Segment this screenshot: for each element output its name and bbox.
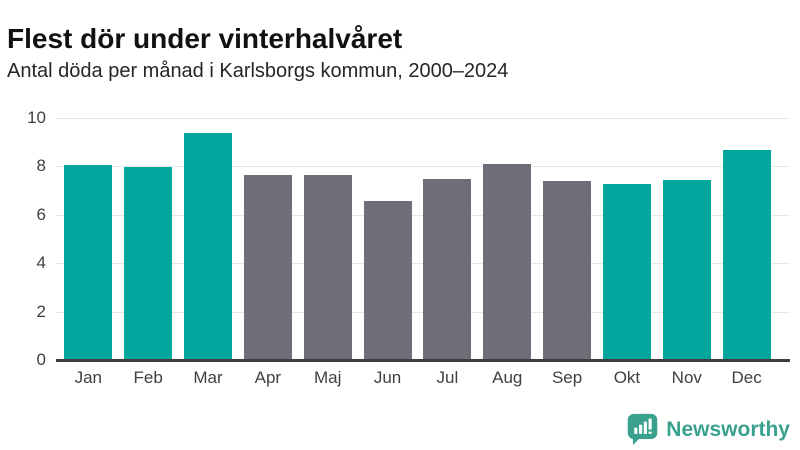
bar-jul [423, 178, 472, 359]
bar-okt [602, 183, 651, 359]
x-axis-line [56, 359, 790, 362]
x-tick-label-jan: Jan [74, 368, 102, 387]
x-tick-label-sep: Sep [551, 368, 583, 387]
bar-feb [124, 166, 173, 359]
gridline-y8 [56, 166, 790, 168]
x-tick-label-maj: Maj [313, 368, 342, 387]
x-tick-label-mar: Mar [193, 368, 223, 387]
bar-aug [483, 164, 532, 359]
gridline-y10 [56, 118, 790, 119]
x-tick-label-apr: Apr [254, 368, 282, 387]
x-tick-label-feb: Feb [133, 368, 163, 387]
y-tick-label-2: 2 [36, 301, 46, 321]
x-tick-label-jul: Jul [436, 368, 459, 387]
y-tick-label-0: 0 [36, 350, 46, 369]
bar-chart: 0 2 4 6 8 10 Jan Feb Mar Apr Maj Jun Jul Aug Sep Okt No… [27, 108, 790, 387]
bar-chart-speech-bubble-icon [628, 413, 658, 446]
bar-apr [243, 175, 292, 359]
x-tick-label-jun: Jun [373, 368, 402, 387]
y-tick-label-4: 4 [36, 253, 46, 273]
x-tick-label-aug: Aug [492, 368, 523, 387]
bar-mar [184, 132, 232, 359]
y-tick-label-6: 6 [36, 204, 46, 224]
bar-nov [662, 179, 711, 359]
chart-title: Flest dör under vinterhalvåret [7, 22, 403, 54]
gridline-y2 [56, 311, 790, 313]
bar-sep [543, 181, 592, 359]
gridline-y6 [56, 214, 790, 216]
plot-area [56, 118, 790, 362]
x-tick-label-nov: Nov [671, 368, 702, 387]
bar-jun [363, 200, 412, 359]
gridline-y4 [56, 263, 790, 265]
newsworthy-logo-link[interactable]: Newsworthy [626, 413, 790, 446]
newsworthy-logo-text: Newsworthy [666, 417, 790, 441]
bar-maj [303, 175, 352, 359]
y-tick-label-8: 8 [36, 156, 46, 176]
x-tick-label-okt: Okt [613, 368, 641, 387]
y-tick-label-10: 10 [27, 108, 46, 127]
bar-dec [722, 149, 771, 359]
x-tick-label-dec: Dec [731, 368, 762, 387]
bar-jan [64, 165, 113, 359]
chart-subtitle: Antal döda per månad i Karlsborgs kommun… [7, 60, 509, 82]
